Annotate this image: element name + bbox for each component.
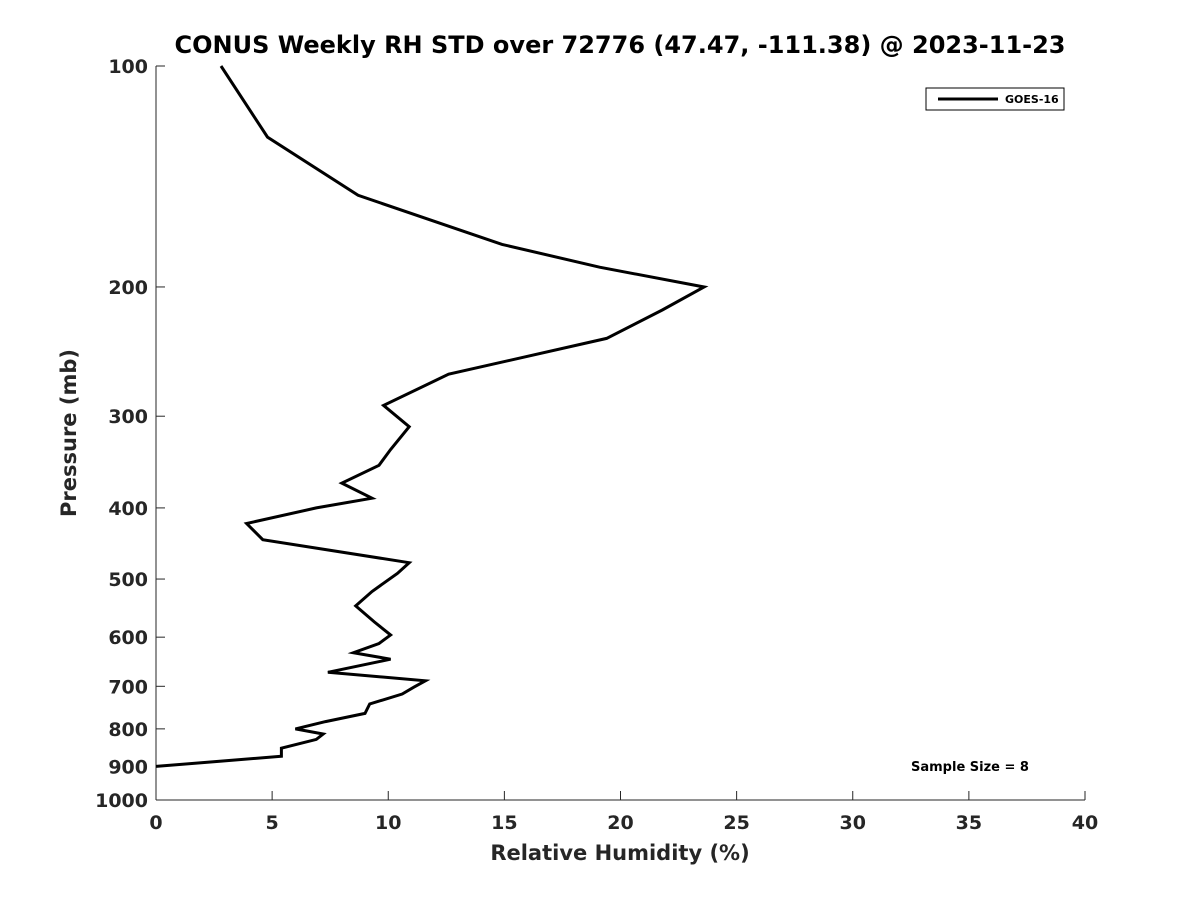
y-tick-label: 300 bbox=[108, 406, 148, 428]
series-line-goes-16 bbox=[155, 65, 709, 768]
series-layer bbox=[155, 65, 709, 768]
x-tick-label: 25 bbox=[723, 812, 749, 834]
x-tick-label: 20 bbox=[607, 812, 633, 834]
y-tick-label: 600 bbox=[108, 627, 148, 649]
y-axis-ticks: 100 200 300 400 500 600 700 800 900 1000 bbox=[95, 56, 165, 812]
y-axis-label: Pressure (mb) bbox=[57, 349, 81, 517]
x-axis-label: Relative Humidity (%) bbox=[490, 841, 749, 865]
sample-size-annotation: Sample Size = 8 bbox=[911, 760, 1029, 775]
y-tick-label: 900 bbox=[108, 756, 148, 778]
x-tick-label: 15 bbox=[491, 812, 517, 834]
y-tick-label: 800 bbox=[108, 719, 148, 741]
legend: GOES-16 bbox=[925, 87, 1065, 111]
x-tick-label: 0 bbox=[149, 812, 162, 834]
y-tick-label: 1000 bbox=[95, 790, 148, 812]
chart-title: CONUS Weekly RH STD over 72776 (47.47, -… bbox=[174, 31, 1065, 59]
y-tick-label: 400 bbox=[108, 498, 148, 520]
y-tick-label: 200 bbox=[108, 277, 148, 299]
x-tick-label: 10 bbox=[375, 812, 401, 834]
x-tick-label: 35 bbox=[956, 812, 982, 834]
x-tick-label: 40 bbox=[1072, 812, 1098, 834]
x-tick-label: 5 bbox=[266, 812, 279, 834]
x-tick-label: 30 bbox=[840, 812, 866, 834]
x-axis-ticks: 0 5 10 15 20 25 30 35 40 bbox=[149, 791, 1098, 834]
y-tick-label: 700 bbox=[108, 676, 148, 698]
legend-label-goes-16: GOES-16 bbox=[1005, 93, 1059, 106]
plot-axes bbox=[155, 66, 1085, 801]
y-tick-label: 100 bbox=[108, 56, 148, 78]
y-tick-label: 500 bbox=[108, 569, 148, 591]
